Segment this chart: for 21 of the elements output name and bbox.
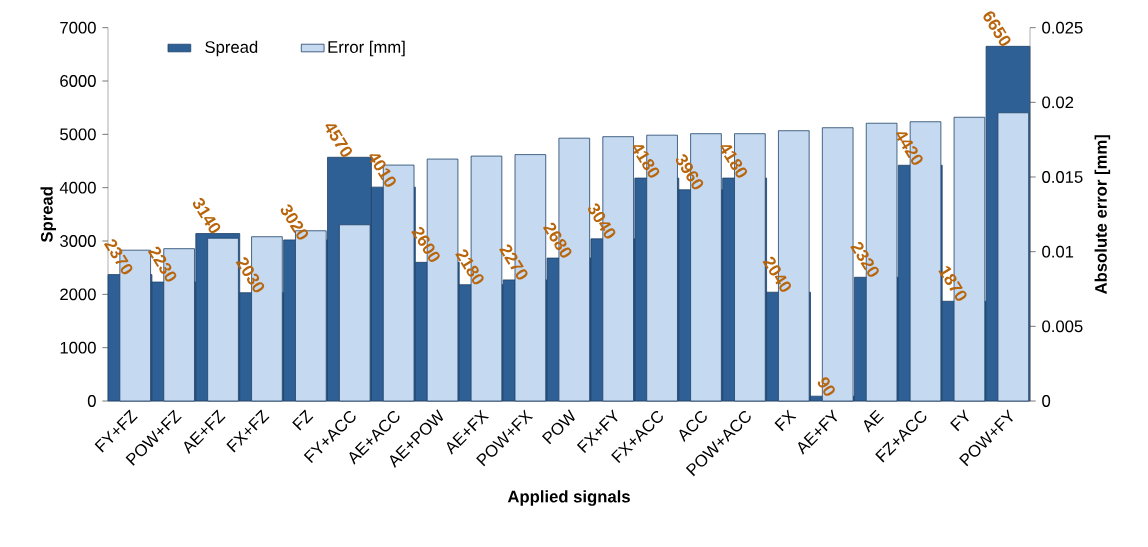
data-label: 90 <box>817 377 835 396</box>
y-tick-label: 7000 <box>60 21 96 34</box>
y2-axis-title: Absolute error [mm] <box>1094 135 1111 295</box>
y-tick-label: 4000 <box>59 181 96 194</box>
y-tick-label: 5000 <box>60 128 96 141</box>
y2-tick-label: 0 <box>1042 395 1051 407</box>
x-axis-title: Applied signals <box>507 490 630 506</box>
legend-label: Error [mm] <box>328 40 405 57</box>
legend-label: Spread <box>205 40 258 57</box>
y-tick-label: 3000 <box>60 235 96 247</box>
y2-tick-label: 0.01 <box>1042 245 1074 258</box>
y-tick-label: 1000 <box>60 341 96 354</box>
x-tick-label: FX <box>774 409 797 432</box>
y-axis-title: Spread <box>40 187 57 243</box>
y2-tick-label: 0.005 <box>1042 320 1083 333</box>
y-tick-label: 0 <box>87 395 96 407</box>
y2-tick-label: 0.02 <box>1042 96 1074 109</box>
y-tick-label: 2000 <box>60 288 96 301</box>
y-tick-label: 6000 <box>60 75 96 87</box>
y2-tick-label: 0.025 <box>1042 21 1083 34</box>
y2-tick-label: 0.015 <box>1042 171 1083 183</box>
